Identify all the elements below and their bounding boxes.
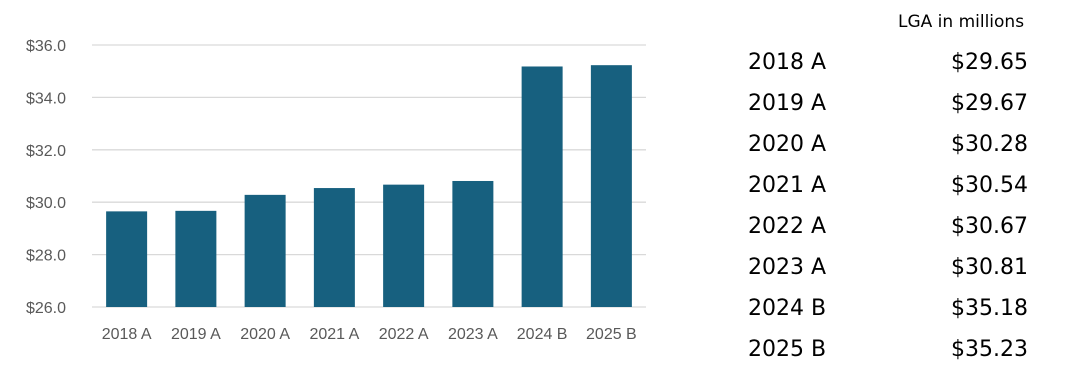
x-tick-label: 2020 A xyxy=(240,326,290,343)
row-label: 2022 A xyxy=(748,214,827,239)
bar xyxy=(244,194,286,307)
table-row: 2023 A $30.81 xyxy=(748,255,1068,295)
row-value: $35.23 xyxy=(951,337,1028,362)
bar xyxy=(175,210,217,307)
x-tick-label: 2022 A xyxy=(379,326,429,343)
table-row: 2024 B $35.18 xyxy=(748,296,1068,336)
y-axis-ticks: $26.0 $28.0 $30.0 $32.0 $34.0 $36.0 xyxy=(26,38,66,317)
y-tick-label: $36.0 xyxy=(26,38,66,55)
row-label: 2018 A xyxy=(748,50,827,75)
row-label: 2023 A xyxy=(748,255,827,280)
x-axis-ticks: 2018 A 2019 A 2020 A 2021 A 2022 A 2023 A 2024… xyxy=(102,326,637,343)
table-row: 2025 B $35.23 xyxy=(748,337,1068,377)
table-header: LGA in millions xyxy=(898,12,1025,32)
row-value: $29.67 xyxy=(951,91,1028,116)
x-tick-label: 2018 A xyxy=(102,326,152,343)
bar xyxy=(452,180,494,307)
y-tick-label: $28.0 xyxy=(26,248,66,265)
table-row: 2018 A $29.65 xyxy=(748,50,1068,90)
row-label: 2019 A xyxy=(748,91,827,116)
row-label: 2024 B xyxy=(748,296,827,321)
row-label: 2025 B xyxy=(748,337,827,362)
gridlines xyxy=(92,44,646,308)
x-tick-label: 2021 A xyxy=(309,326,359,343)
x-tick-label: 2024 B xyxy=(517,326,568,343)
x-tick-label: 2025 B xyxy=(586,326,637,343)
bar xyxy=(106,211,148,307)
row-value: $30.28 xyxy=(951,132,1028,157)
row-label: 2021 A xyxy=(748,173,827,198)
table-row: 2022 A $30.67 xyxy=(748,214,1068,254)
row-label: 2020 A xyxy=(748,132,827,157)
y-tick-label: $26.0 xyxy=(26,300,66,317)
table-row: 2021 A $30.54 xyxy=(748,173,1068,213)
data-table: LGA in millions 2018 A $29.65 2019 A $29.67… xyxy=(748,0,1068,362)
y-tick-label: $32.0 xyxy=(26,143,66,160)
x-tick-label: 2023 A xyxy=(448,326,498,343)
bar xyxy=(313,188,355,307)
table-row: 2019 A $29.67 xyxy=(748,91,1068,131)
bar xyxy=(383,184,425,307)
bars xyxy=(106,65,632,307)
row-value: $29.65 xyxy=(951,50,1028,75)
bar xyxy=(521,66,563,307)
bar xyxy=(590,65,632,307)
x-tick-label: 2019 A xyxy=(171,326,221,343)
table-row: 2020 A $30.28 xyxy=(748,132,1068,172)
row-value: $30.67 xyxy=(951,214,1028,239)
row-value: $35.18 xyxy=(951,296,1028,321)
y-tick-label: $30.0 xyxy=(26,195,66,212)
row-value: $30.54 xyxy=(951,173,1028,198)
bar-chart: $26.0$28.0$30.0$32.0$34.0$36.0 2018 A 201… xyxy=(26,38,646,343)
row-value: $30.81 xyxy=(951,255,1028,280)
y-tick-label: $34.0 xyxy=(26,90,66,107)
